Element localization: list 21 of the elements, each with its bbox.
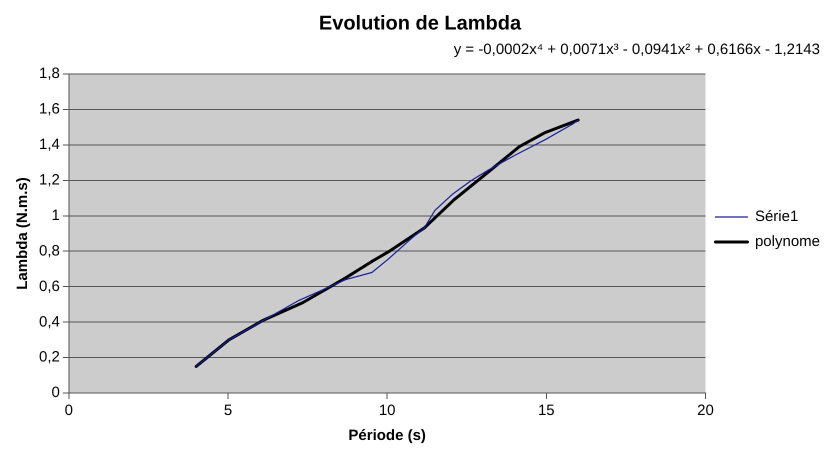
- x-tick-label: 20: [697, 402, 714, 420]
- x-tick-label: 0: [64, 402, 74, 420]
- chart-title: Evolution de Lambda: [318, 12, 522, 35]
- x-tick-label: 15: [538, 402, 555, 420]
- x-axis-title: Période (s): [348, 427, 426, 444]
- text: y = -0,0002x⁴ + 0,0071x³ - 0,0941x² + 0,6166x - 1,2143: [454, 41, 820, 58]
- y-tick-label: 0,6: [38, 278, 60, 295]
- y-axis-title: Lambda (N.m.s): [14, 177, 32, 290]
- y-tick-label: 1,8: [38, 65, 60, 82]
- y-tick-label: 0,4: [38, 313, 60, 330]
- legend-label: polynome: [754, 233, 820, 250]
- y-tick-label: 0: [52, 384, 60, 402]
- y-tick-label: 1,6: [38, 100, 60, 118]
- y-tick-label: 0,2: [38, 348, 60, 366]
- y-tick-label: 0,8: [38, 242, 60, 260]
- x-tick-label: 10: [378, 402, 396, 420]
- y-tick-label: 1: [52, 206, 60, 224]
- x-tick-label: 5: [224, 402, 232, 420]
- y-tick-label: 1,4: [38, 136, 60, 154]
- legend-label: Série1: [754, 208, 798, 226]
- y-tick-label: 1,2: [38, 171, 60, 188]
